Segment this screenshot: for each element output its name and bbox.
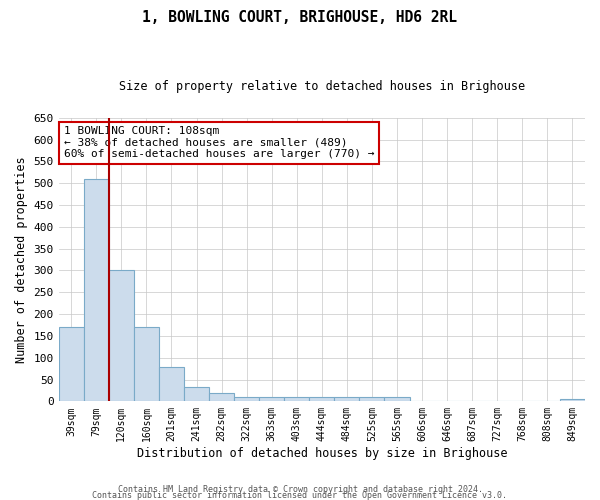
Text: Contains public sector information licensed under the Open Government Licence v3: Contains public sector information licen…: [92, 490, 508, 500]
Bar: [359, 397, 385, 402]
Text: 1 BOWLING COURT: 108sqm
← 38% of detached houses are smaller (489)
60% of semi-d: 1 BOWLING COURT: 108sqm ← 38% of detache…: [64, 126, 374, 160]
Y-axis label: Number of detached properties: Number of detached properties: [15, 156, 28, 363]
Bar: [234, 397, 259, 402]
Bar: [259, 397, 284, 402]
Bar: [184, 388, 209, 402]
Bar: [59, 327, 84, 402]
Bar: [134, 327, 159, 402]
Bar: [310, 397, 334, 402]
X-axis label: Distribution of detached houses by size in Brighouse: Distribution of detached houses by size …: [137, 447, 507, 460]
Bar: [284, 397, 310, 402]
Text: Contains HM Land Registry data © Crown copyright and database right 2024.: Contains HM Land Registry data © Crown c…: [118, 484, 482, 494]
Bar: [159, 368, 184, 402]
Bar: [84, 179, 109, 402]
Bar: [385, 397, 410, 402]
Bar: [209, 392, 234, 402]
Bar: [560, 399, 585, 402]
Text: 1, BOWLING COURT, BRIGHOUSE, HD6 2RL: 1, BOWLING COURT, BRIGHOUSE, HD6 2RL: [143, 10, 458, 25]
Title: Size of property relative to detached houses in Brighouse: Size of property relative to detached ho…: [119, 80, 525, 93]
Bar: [334, 397, 359, 402]
Bar: [109, 270, 134, 402]
